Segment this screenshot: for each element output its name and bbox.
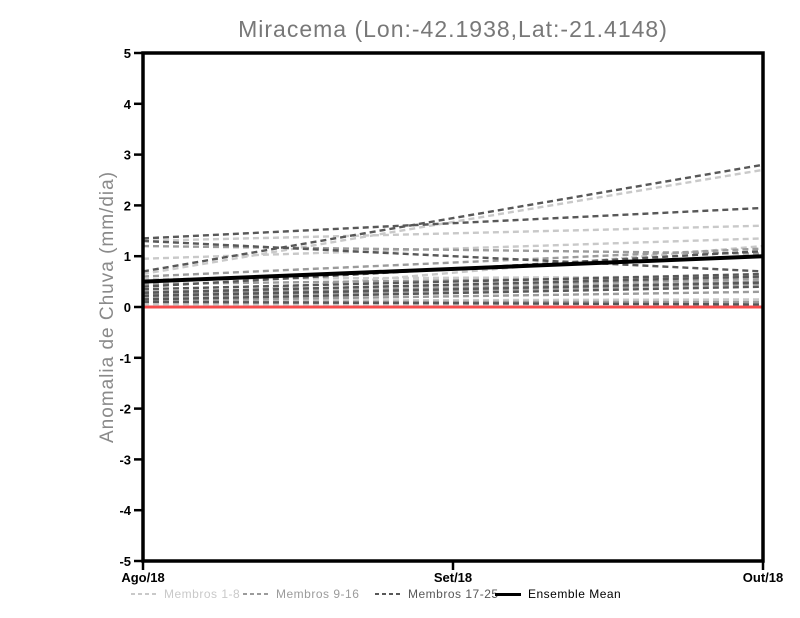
ensemble-member-line [142,239,764,273]
chart-legend: Membros 1-8 Membros 9-16 Membros 17-25 E… [0,586,800,602]
y-tick-label: 2 [124,198,131,213]
ensemble-member-line [142,163,764,273]
dashed-line-sample [375,593,401,595]
legend-label: Membros 17-25 [408,587,499,601]
ensemble-member-line [142,275,764,294]
ensemble-member-line [142,285,764,301]
y-tick-label: 3 [124,148,131,163]
ensemble-member-line [142,290,764,303]
ensemble-member-line [142,280,764,296]
legend-label: Membros 9-16 [276,587,360,601]
dashed-line-sample [131,593,157,595]
ensemble-member-line [142,281,764,298]
legend-label: Membros 1-8 [164,587,241,601]
ensemble-member-line [142,298,764,303]
y-tick-label: -2 [119,402,131,417]
legend-item-membros-9-16: Membros 9-16 [243,586,359,602]
y-tick-label: 0 [124,300,131,315]
dashed-line-sample [243,593,269,595]
legend-item-ensemble-mean: Ensemble Mean [495,586,621,602]
ensemble-mean-line [142,254,764,284]
x-tick-label: Out/18 [743,570,783,585]
y-tick-label: -5 [119,554,131,569]
ensemble-member-line [142,247,764,278]
ensemble-member-line [142,275,764,286]
ensemble-member-line [142,300,764,306]
ensemble-member-line [142,206,764,240]
legend-item-membros-17-25: Membros 17-25 [375,586,499,602]
y-tick-label: -1 [119,351,131,366]
x-tick-label: Set/18 [434,570,472,585]
ensemble-member-line [142,272,764,291]
ensemble-member-line [142,244,764,255]
ensemble-member-line [142,168,764,276]
y-tick-label: -4 [119,503,131,518]
x-tick-label: Ago/18 [121,570,164,585]
legend-label: Ensemble Mean [528,587,622,601]
y-tick-label: 1 [124,249,131,264]
legend-item-membros-1-8: Membros 1-8 [131,586,240,602]
y-tick-label: 5 [124,46,131,61]
chart-title: Miracema (Lon:-42.1938,Lat:-21.4148) [238,16,668,42]
ensemble-member-line [142,224,764,243]
ensemble-member-line [142,237,764,260]
solid-line-sample [495,592,521,596]
y-tick-label: 4 [124,97,132,112]
y-tick-label: -3 [119,452,131,467]
